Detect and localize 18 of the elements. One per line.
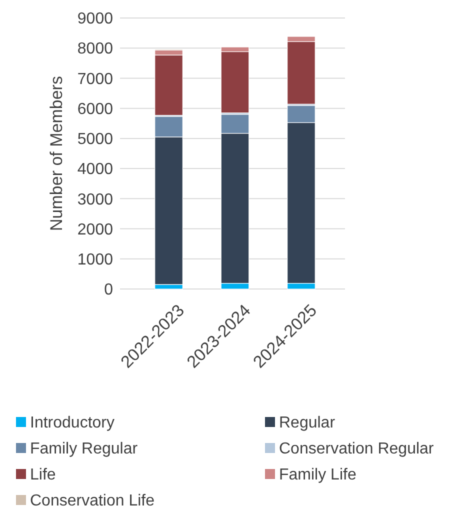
y-tick-label: 2000 <box>77 221 114 238</box>
legend-label: Regular <box>279 414 336 432</box>
y-tick-label: 9000 <box>77 10 114 28</box>
y-tick-label: 8000 <box>77 40 114 58</box>
y-axis-title: Number of Members <box>47 76 66 231</box>
y-tick-label: 1000 <box>77 251 114 268</box>
y-tick-label: 6000 <box>77 100 114 118</box>
legend-label: Family Regular <box>30 440 138 458</box>
legend-label: Conservation Life <box>30 492 155 510</box>
y-tick-label: 4000 <box>77 161 114 178</box>
y-tick-label: 3000 <box>77 191 114 208</box>
legend-label: Introductory <box>30 414 114 432</box>
legend-label: Conservation Regular <box>279 440 434 458</box>
y-tick-label: 0 <box>104 282 114 299</box>
legend-label: Life <box>30 466 56 484</box>
y-tick-label: 7000 <box>77 70 114 88</box>
y-tick-label: 5000 <box>77 131 114 148</box>
legend-label: Family Life <box>279 466 356 484</box>
